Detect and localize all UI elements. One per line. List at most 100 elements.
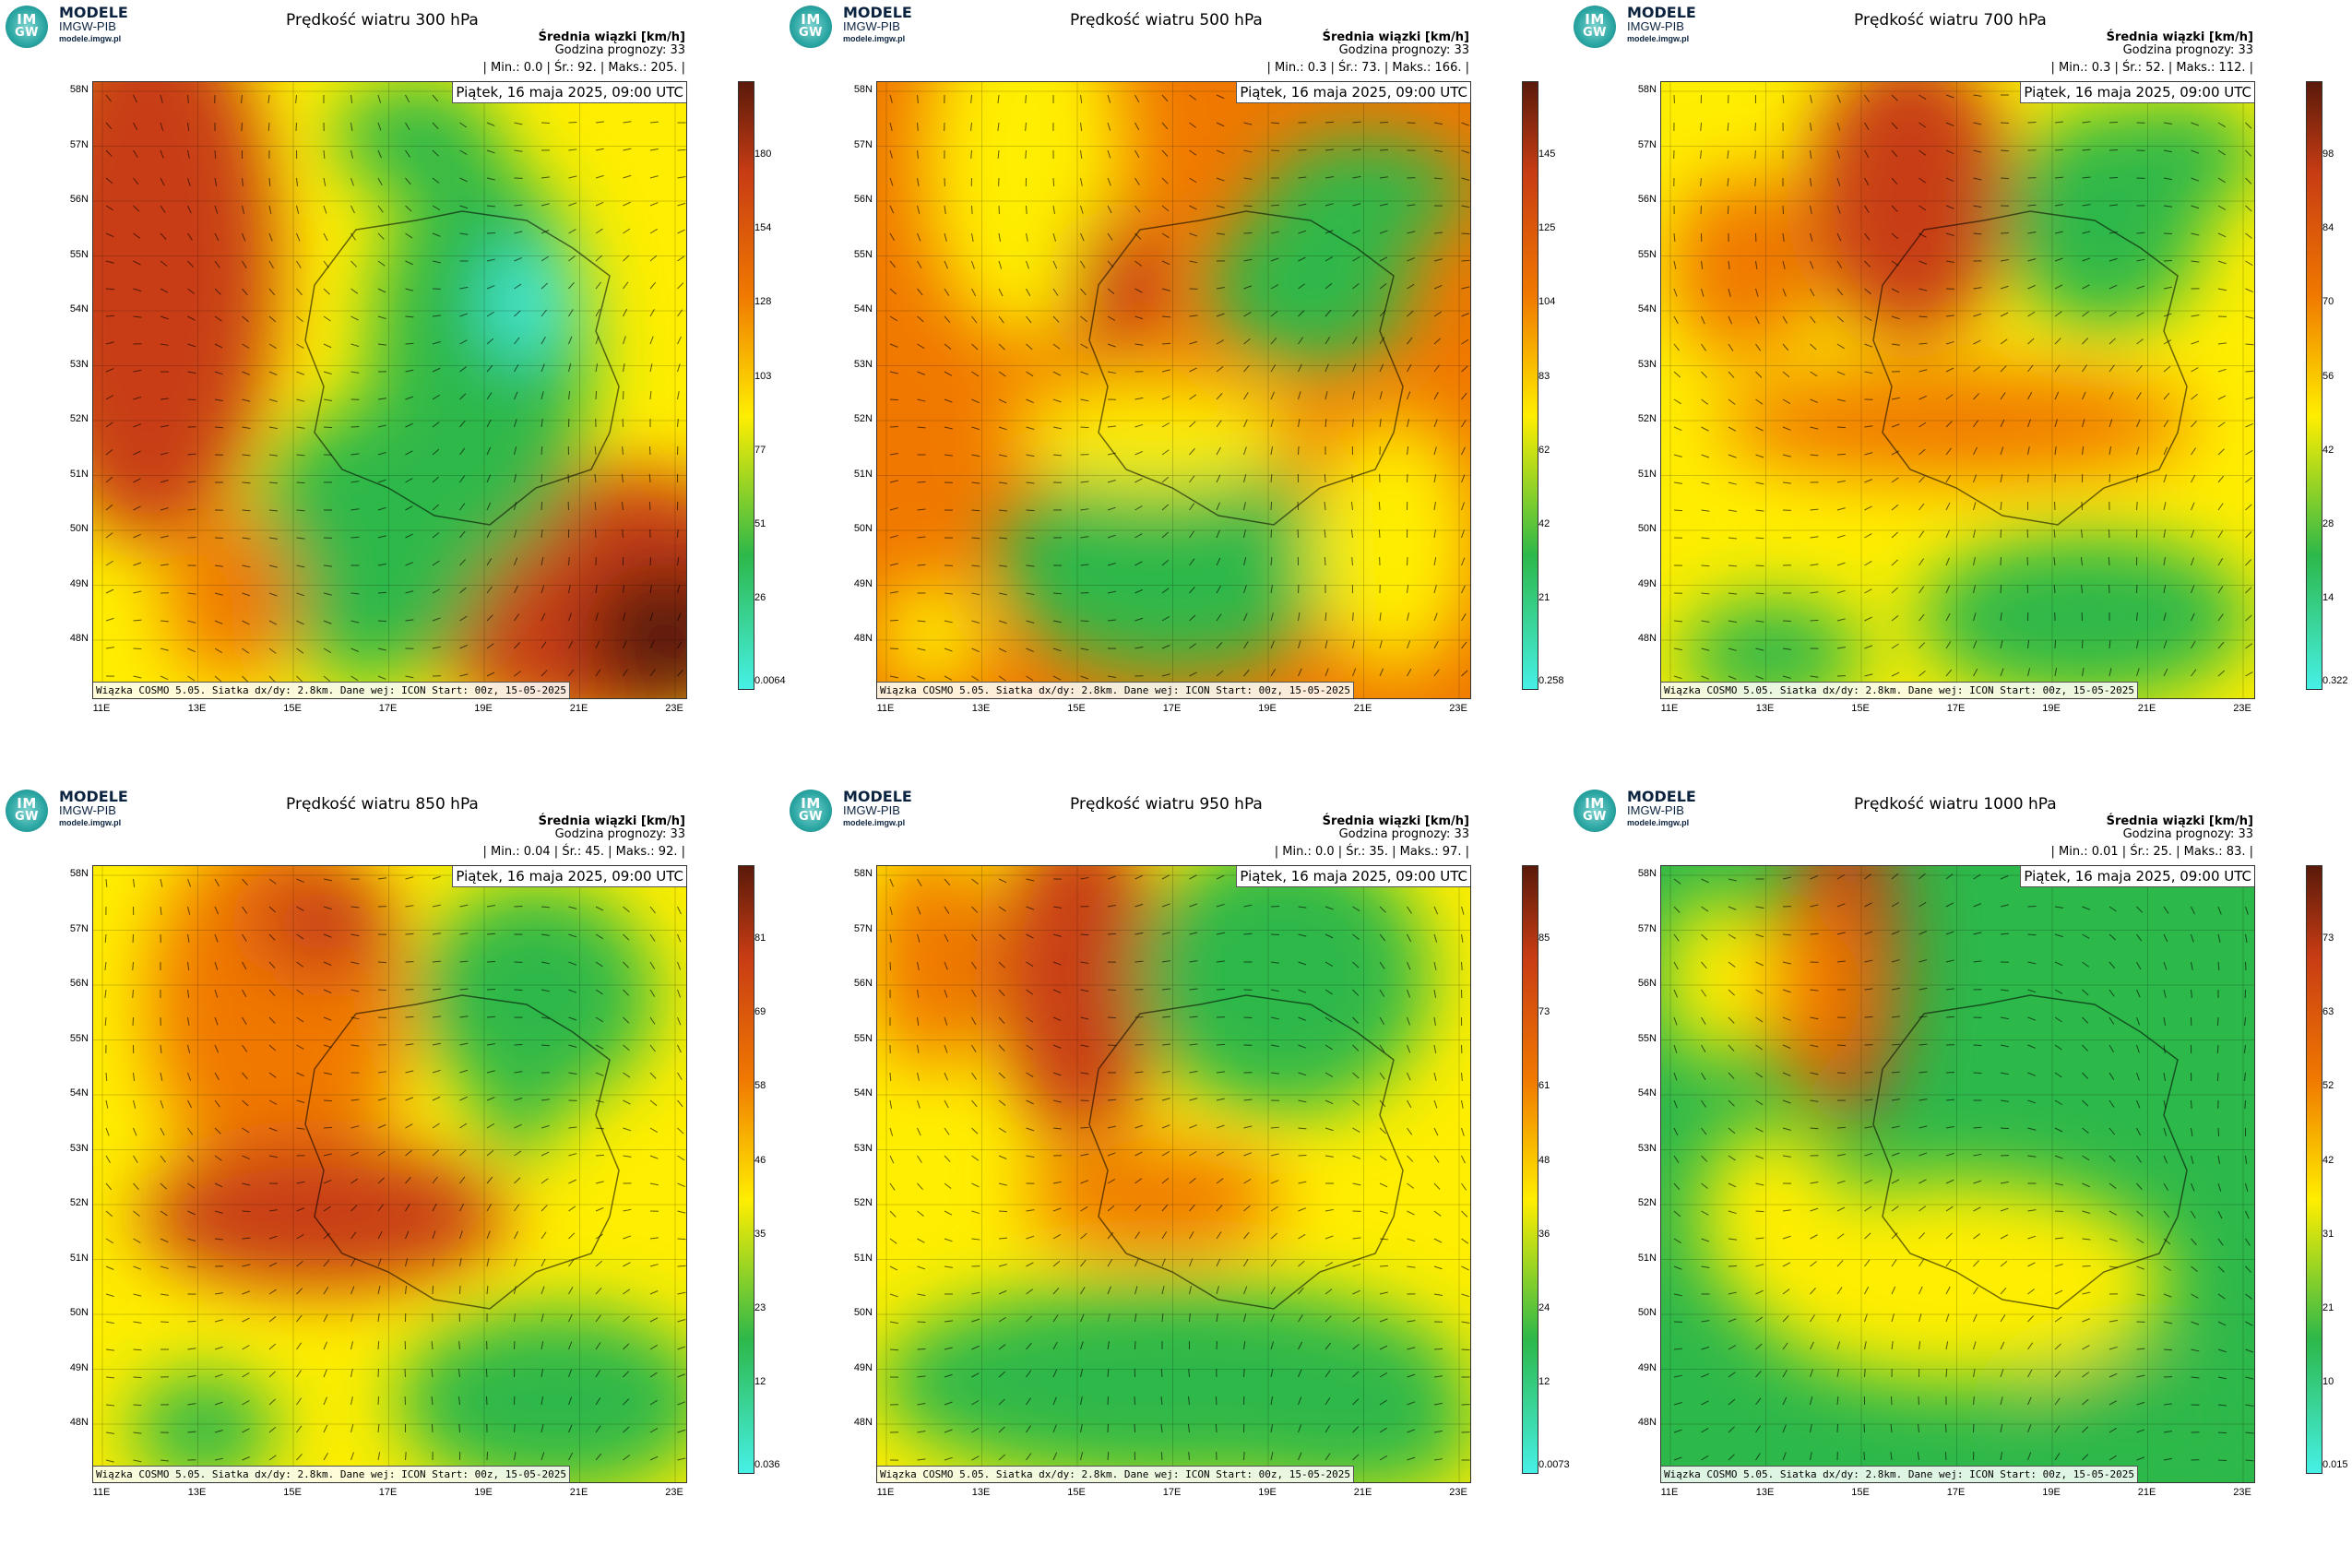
color-scale-tick: 62 [1538,444,1550,456]
wind-vector-arrow [1080,1259,1087,1267]
wind-vector-arrow [242,1428,250,1433]
wind-vector-arrow [133,878,136,887]
wind-vector-arrow [377,1396,380,1406]
wind-vector-arrow [1973,1313,1978,1323]
wind-vector-arrow [459,122,468,128]
wind-vector-arrow [1243,258,1253,262]
wind-vector-arrow [1864,288,1871,295]
latitude-label: 50N [853,1307,873,1318]
wind-vector-arrow [621,474,624,483]
wind-vector-arrow [214,647,222,654]
wind-vector-arrow [998,1316,1006,1323]
wind-vector-arrow [1352,906,1360,912]
color-scale-tick: 0.0073 [1538,1459,1570,1470]
wind-vector-arrow [486,205,496,208]
wind-vector-arrow [268,564,278,568]
wind-vector-arrow [432,448,440,456]
wind-vector-arrow [1270,1424,1274,1433]
wind-vector-arrow [1701,315,1705,325]
wind-vector-arrow [2217,641,2225,649]
wind-vector-arrow [160,906,162,915]
wind-vector-arrow [1461,232,1470,235]
wind-vector-arrow [377,205,384,213]
wind-vector-arrow [1701,1127,1707,1135]
wind-vector-arrow [323,1153,332,1157]
wind-vector-arrow [1298,1127,1307,1130]
wind-vector-arrow [2136,419,2141,428]
wind-vector-arrow [540,1341,544,1350]
wind-vector-arrow [623,989,630,996]
wind-vector-arrow [677,933,682,943]
wind-vector-arrow [1864,588,1872,594]
wind-vector-arrow [1080,1072,1089,1075]
wind-vector-arrow [432,504,440,511]
wind-vector-arrow [1270,933,1280,936]
wind-vector-arrow [649,1016,656,1025]
wind-vector-arrow [1189,205,1197,210]
wind-vector-arrow [889,675,898,679]
wind-vector-arrow [649,1344,658,1350]
latitude-label: 49N [69,1361,89,1373]
wind-vector-arrow [1810,675,1819,678]
brand-url: modele.imgw.pl [59,34,122,43]
wind-vector-arrow [2053,557,2056,566]
wind-vector-arrow [105,878,108,888]
wind-vector-arrow [1673,232,1676,243]
wind-vector-arrow [514,1043,523,1046]
wind-vector-arrow [350,620,360,624]
wind-vector-arrow [1407,989,1411,998]
wind-vector-arrow [1461,122,1470,126]
wind-vector-arrow [1433,122,1443,125]
wind-vector-arrow [1324,282,1333,290]
wind-vector-arrow [405,396,414,400]
wind-vector-arrow [241,94,243,104]
color-scale-bar [2306,81,2322,690]
wind-vector-arrow [2082,1398,2089,1406]
wind-vector-arrow [133,619,142,622]
wind-vector-arrow [160,315,169,320]
wind-vector-arrow [889,232,896,241]
wind-vector-arrow [2163,1155,2168,1164]
wind-vector-arrow [1134,1151,1143,1157]
wind-vector-arrow [568,1153,577,1157]
wind-vector-arrow [1350,502,1353,511]
wind-vector-arrow [432,1123,440,1129]
wind-vector-arrow [2163,1457,2172,1461]
wind-vector-arrow [1161,1204,1169,1212]
wind-vector-arrow [540,1369,544,1378]
wind-vector-arrow [214,1319,223,1323]
wind-vector-arrow [1189,530,1195,539]
longitude-label: 21E [1353,1487,1372,1498]
wind-vector-arrow [1836,288,1844,296]
wind-vector-arrow [486,586,493,594]
wind-vector-arrow [1461,1321,1470,1324]
wind-vector-arrow [2163,1348,2173,1351]
wind-vector-arrow [1052,620,1062,624]
wind-speed-field [93,866,686,1482]
wind-vector-arrow [160,232,167,240]
wind-vector-arrow [2191,1210,2196,1218]
model-info-footer: Wiązka COSMO 5.05. Siatka dx/dy: 2.8km. … [1661,1466,2138,1482]
wind-vector-arrow [268,1155,278,1158]
wind-vector-arrow [377,1423,380,1433]
wind-vector-arrow [377,315,386,320]
wind-vector-arrow [1026,1072,1034,1078]
wind-vector-arrow [242,481,251,484]
wind-vector-arrow [1973,932,1982,935]
wind-vector-arrow [2217,503,2224,511]
wind-vector-arrow [350,1258,356,1267]
wind-vector-arrow [2027,338,2035,345]
wind-vector-arrow [1836,1369,1840,1378]
wind-vector-arrow [1728,961,1736,968]
wind-vector-arrow [187,906,191,915]
wind-vector-arrow [350,232,357,241]
wind-vector-arrow [1107,904,1116,908]
wind-vector-arrow [1216,932,1225,935]
wind-vector-arrow [105,1238,113,1244]
stats-line: | Min.: 0.01 | Śr.: 25. | Maks.: 83. | [2050,845,2254,859]
wind-vector-arrow [1161,588,1170,594]
wind-vector-arrow [1433,529,1436,539]
wind-vector-arrow [677,175,686,179]
wind-vector-arrow [1728,343,1734,351]
wind-vector-arrow [187,122,190,131]
